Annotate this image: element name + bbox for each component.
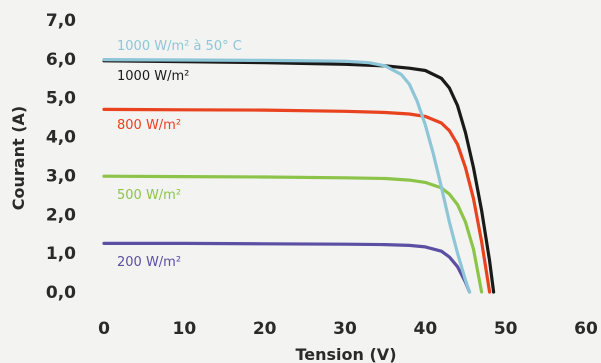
series-label: 200 W/m²: [117, 255, 181, 270]
x-tick-label: 40: [413, 319, 437, 339]
series-label: 800 W/m²: [117, 118, 181, 133]
series-label: 1000 W/m² à 50° C: [117, 39, 242, 54]
y-tick-label: 2,0: [46, 205, 76, 225]
y-tick-label: 4,0: [46, 128, 76, 148]
y-tick-label: 0,0: [46, 283, 76, 303]
x-tick-label: 30: [333, 319, 357, 339]
y-tick-label: 1,0: [46, 244, 76, 264]
y-axis-label: Courant (A): [9, 106, 28, 210]
x-tick-label: 0: [98, 319, 110, 339]
series-line: [102, 58, 472, 294]
y-tick-label: 7,0: [46, 11, 76, 31]
series-line: [102, 59, 496, 294]
x-tick-label: 60: [574, 319, 598, 339]
y-tick-label: 5,0: [46, 89, 76, 109]
y-tick-label: 6,0: [46, 50, 76, 70]
x-tick-label: 10: [172, 319, 196, 339]
series-label: 500 W/m²: [117, 188, 181, 203]
y-tick-label: 3,0: [46, 166, 76, 186]
series-line: [102, 174, 484, 294]
x-tick-label: 50: [494, 319, 518, 339]
x-tick-label: 20: [253, 319, 277, 339]
series-label: 1000 W/m²: [117, 69, 189, 84]
series-line: [102, 107, 492, 294]
series-line: [102, 241, 472, 294]
x-axis-label: Tension (V): [296, 345, 397, 363]
